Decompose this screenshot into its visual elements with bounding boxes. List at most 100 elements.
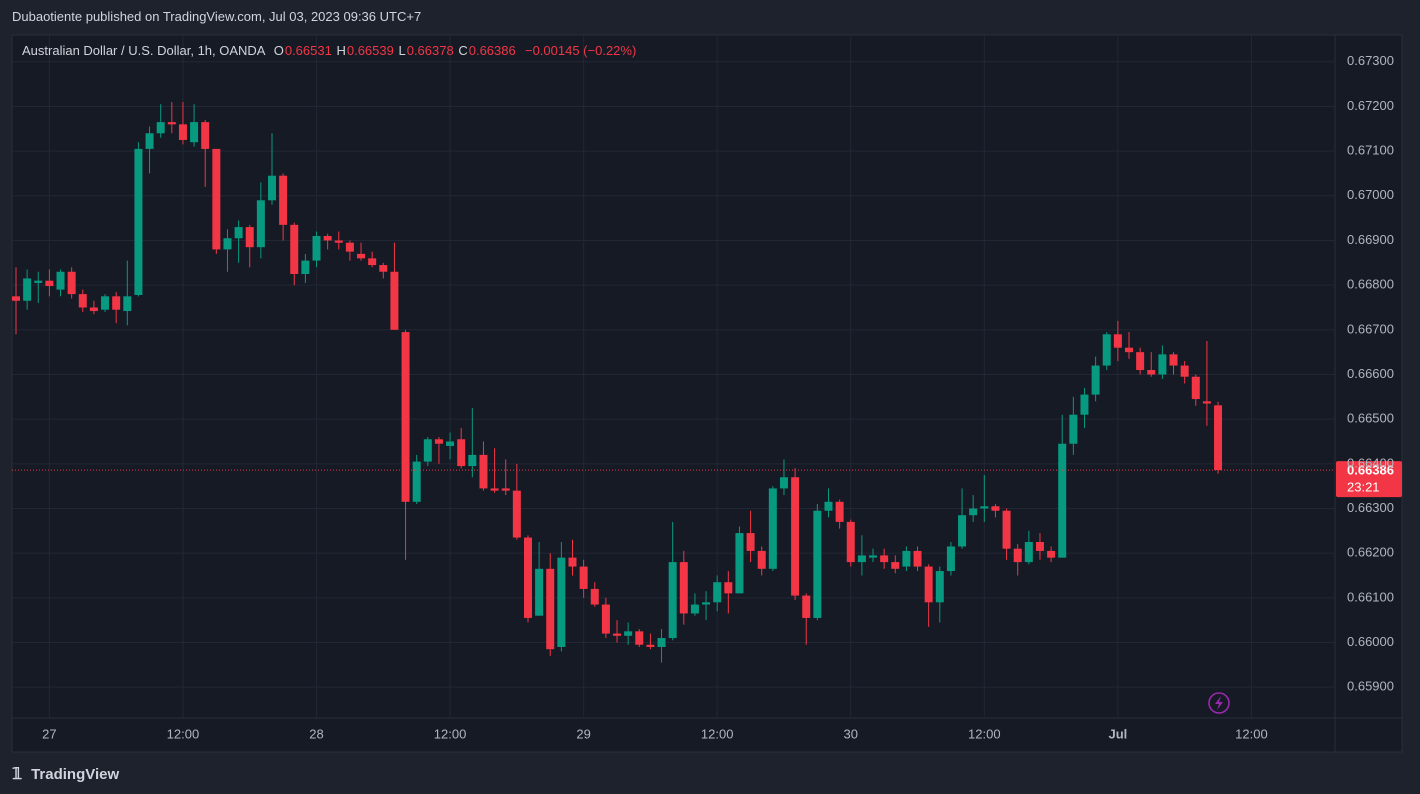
candles — [12, 102, 1223, 663]
publisher-line: Dubaotiente published on TradingView.com… — [12, 9, 422, 24]
y-tick-label: 0.66000 — [1347, 634, 1394, 649]
candle-body — [45, 280, 54, 287]
candle-body — [1002, 510, 1011, 549]
candle-body — [212, 148, 221, 250]
x-tick-label: 28 — [309, 726, 323, 741]
x-tick-label: 12:00 — [701, 726, 734, 741]
symbol: Australian Dollar / U.S. Dollar, 1h, OAN… — [22, 43, 266, 58]
x-tick-label: 12:00 — [968, 726, 1001, 741]
candle-body — [34, 280, 43, 283]
y-tick-label: 0.66900 — [1347, 232, 1394, 247]
candle-body — [223, 238, 232, 250]
candle-body — [112, 296, 121, 310]
candle-body — [334, 240, 343, 243]
candle-body — [980, 506, 989, 509]
y-tick-label: 0.66700 — [1347, 321, 1394, 336]
alert-icon[interactable] — [1208, 692, 1230, 714]
y-tick-label: 0.67300 — [1347, 53, 1394, 68]
candle-body — [468, 454, 477, 467]
candle-body — [1147, 370, 1156, 375]
candle-body — [267, 175, 276, 201]
candle-body — [390, 271, 399, 330]
candle-body — [668, 562, 677, 639]
candle-body — [535, 568, 544, 616]
candle-body — [869, 555, 878, 558]
y-tick-label: 0.67200 — [1347, 98, 1394, 113]
candle-body — [1080, 394, 1089, 415]
candle-body — [501, 488, 510, 491]
candle-body — [969, 508, 978, 516]
candle-body — [1047, 550, 1056, 558]
candle-body — [67, 271, 76, 295]
candle-body — [713, 582, 722, 603]
candle-body — [657, 638, 666, 647]
candle-body — [624, 631, 633, 636]
candle-body — [702, 602, 711, 605]
candle-body — [601, 604, 610, 634]
candle-body — [201, 122, 210, 149]
candle-body — [256, 200, 265, 248]
candle-body — [935, 571, 944, 603]
candle-body — [56, 271, 65, 290]
y-tick-label: 0.66300 — [1347, 500, 1394, 515]
legend-value: 0.66531 — [284, 43, 332, 58]
candle-body — [145, 133, 154, 149]
candle-body — [434, 439, 443, 444]
x-tick-label: 12:00 — [167, 726, 200, 741]
brand-text: TradingView — [31, 766, 120, 783]
candle-body — [735, 533, 744, 594]
candle-body — [802, 595, 811, 618]
candle-body — [579, 566, 588, 589]
candle-body — [857, 555, 866, 563]
candle-body — [234, 227, 243, 239]
candle-body — [946, 546, 955, 572]
candle-body — [1091, 365, 1100, 395]
y-tick-label: 0.66200 — [1347, 545, 1394, 560]
y-tick-label: 0.67000 — [1347, 187, 1394, 202]
candle-body — [379, 265, 388, 272]
legend-value: 0.66378 — [406, 43, 454, 58]
candle-body — [323, 236, 332, 241]
legend-value: 0.66539 — [346, 43, 394, 58]
grid — [12, 35, 1335, 718]
candle-body — [635, 631, 644, 645]
candle-body — [101, 296, 110, 310]
candle-body — [89, 307, 98, 312]
candle-body — [646, 644, 655, 647]
brand[interactable]: 𝟙 TradingView — [12, 766, 120, 783]
x-tick-label: 12:00 — [434, 726, 467, 741]
candle-body — [1214, 405, 1223, 471]
chart-frame — [11, 34, 1403, 753]
legend-key: O — [273, 43, 284, 58]
candle-body — [690, 604, 699, 614]
candle-body — [1180, 365, 1189, 377]
candle-body — [1202, 401, 1211, 404]
candle-body — [156, 122, 165, 134]
candle-body — [134, 148, 143, 295]
candle-body — [301, 260, 310, 274]
legend-key: L — [398, 43, 406, 58]
candle-body — [412, 461, 421, 502]
candle-body — [1069, 414, 1078, 444]
candle-body — [167, 122, 176, 125]
y-tick-label: 0.65900 — [1347, 679, 1394, 694]
x-tick-label: 12:00 — [1235, 726, 1268, 741]
candle-body — [290, 224, 299, 274]
candle-body — [1024, 542, 1033, 563]
candle-body — [757, 550, 766, 569]
candle-body — [824, 501, 833, 511]
candle-body — [368, 258, 377, 266]
candle-body — [401, 332, 410, 502]
candle-body — [190, 122, 199, 143]
candle-body — [423, 439, 432, 462]
candle-body — [245, 227, 254, 248]
candle-body — [724, 582, 733, 594]
candle-body — [1191, 376, 1200, 400]
last-price-box — [1336, 461, 1402, 498]
candle-body — [590, 588, 599, 605]
candle-body — [457, 439, 466, 467]
candle-body — [1136, 352, 1145, 371]
change: −0.00145 (−0.22%) — [524, 43, 637, 58]
candle-body — [1113, 334, 1122, 348]
candle-body — [78, 294, 87, 308]
